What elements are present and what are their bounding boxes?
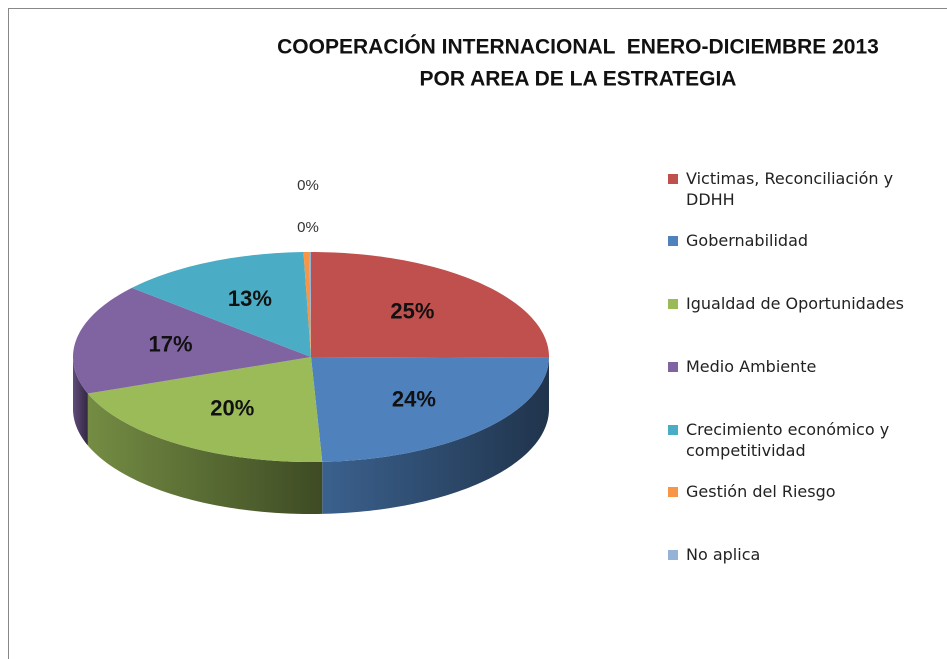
pie-slice <box>73 287 311 394</box>
chart-title: POR AREA DE LA ESTRATEGIA <box>420 68 737 91</box>
legend-item: Igualdad de Oportunidades <box>668 293 918 314</box>
legend-swatch <box>668 550 678 560</box>
legend-swatch <box>668 299 678 309</box>
legend-swatch <box>668 487 678 497</box>
legend-item: Medio Ambiente <box>668 356 918 377</box>
legend-item: Crecimiento económico y competitividad <box>668 419 918 461</box>
pie-slice <box>303 252 311 357</box>
data-label: 17% <box>149 331 193 356</box>
legend-label: Gestión del Riesgo <box>686 482 836 501</box>
legend-swatch <box>668 236 678 246</box>
pie-slice <box>311 357 549 462</box>
pie-slice <box>131 252 311 357</box>
pie-side <box>87 393 323 514</box>
legend-item: Gobernabilidad <box>668 230 918 251</box>
legend-item: No aplica <box>668 544 918 565</box>
legend: Victimas, Reconciliación y DDHH Gobernabi… <box>668 168 918 607</box>
legend-swatch <box>668 174 678 184</box>
legend-label: Medio Ambiente <box>686 357 817 376</box>
pie-slice <box>311 252 549 358</box>
pie-slice <box>309 252 311 357</box>
data-label: 25% <box>390 298 434 323</box>
pie-side <box>322 357 549 514</box>
pie-side <box>73 357 88 446</box>
legend-swatch <box>668 362 678 372</box>
legend-label: Igualdad de Oportunidades <box>686 294 904 313</box>
legend-label: Victimas, Reconciliación y DDHH <box>686 169 894 209</box>
data-label: 24% <box>392 386 436 411</box>
legend-label: Crecimiento económico y competitividad <box>686 420 890 460</box>
legend-item: Gestión del Riesgo <box>668 481 918 502</box>
legend-label: Gobernabilidad <box>686 231 809 250</box>
data-label: 0% <box>297 219 319 236</box>
data-label: 20% <box>210 395 254 420</box>
chart-title: COOPERACIÓN INTERNACIONAL ENERO-DICIEMBR… <box>277 35 879 59</box>
legend-swatch <box>668 425 678 435</box>
legend-label: No aplica <box>686 545 761 564</box>
data-label: 0% <box>297 177 319 194</box>
legend-item: Victimas, Reconciliación y DDHH <box>668 168 918 210</box>
pie-slice <box>87 357 323 462</box>
data-label: 13% <box>228 286 272 311</box>
